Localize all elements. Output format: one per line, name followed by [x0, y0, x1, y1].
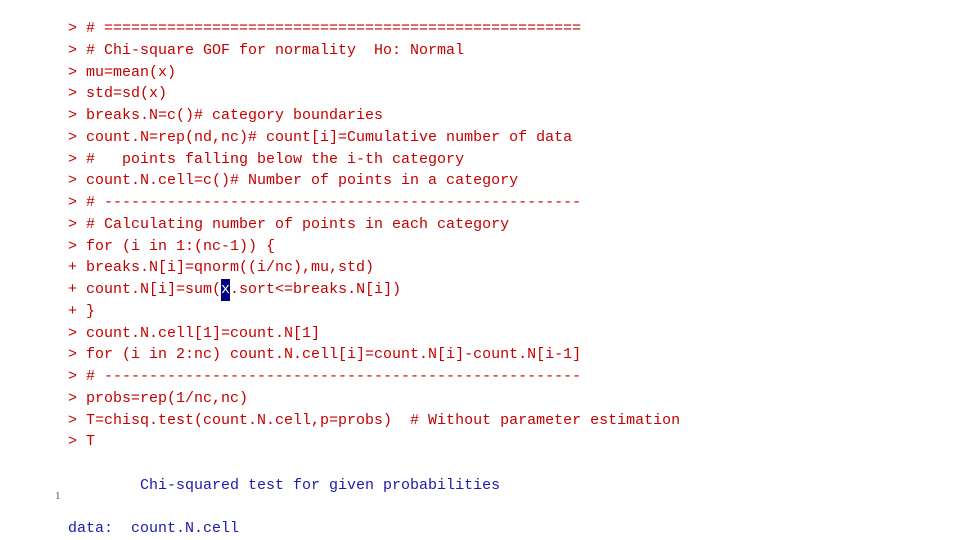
console-line: + breaks.N[i]=qnorm((i/nc),mu,std)	[68, 257, 960, 279]
console-line	[68, 453, 960, 475]
console-line: > T=chisq.test(count.N.cell,p=probs) # W…	[68, 410, 960, 432]
console-line: > breaks.N=c()# category boundaries	[68, 105, 960, 127]
console-line: > T	[68, 431, 960, 453]
console-line: + }	[68, 301, 960, 323]
console-line: + count.N[i]=sum(x.sort<=breaks.N[i])	[68, 279, 960, 301]
text-cursor: x	[221, 279, 230, 301]
console-line: > count.N=rep(nd,nc)# count[i]=Cumulativ…	[68, 127, 960, 149]
console-line: > # ====================================…	[68, 18, 960, 40]
console-line: > count.N.cell[1]=count.N[1]	[68, 323, 960, 345]
console-line: Chi-squared test for given probabilities	[68, 475, 960, 497]
console-line: > probs=rep(1/nc,nc)	[68, 388, 960, 410]
console-line: > # points falling below the i-th catego…	[68, 149, 960, 171]
console-line: > count.N.cell=c()# Number of points in …	[68, 170, 960, 192]
console-line: data: count.N.cell	[68, 518, 960, 540]
console-line	[68, 497, 960, 519]
console-line: > # Chi-square GOF for normality Ho: Nor…	[68, 40, 960, 62]
console-line: > for (i in 2:nc) count.N.cell[i]=count.…	[68, 344, 960, 366]
console-line: > # ------------------------------------…	[68, 366, 960, 388]
page-footnote: 1	[55, 490, 61, 502]
console-line: > std=sd(x)	[68, 83, 960, 105]
line-pre: + count.N[i]=sum(	[68, 281, 221, 298]
console-line: > mu=mean(x)	[68, 62, 960, 84]
r-console: > # ====================================…	[0, 0, 960, 540]
console-line: > # Calculating number of points in each…	[68, 214, 960, 236]
console-line: > # ------------------------------------…	[68, 192, 960, 214]
line-post: .sort<=breaks.N[i])	[230, 281, 401, 298]
console-line: > for (i in 1:(nc-1)) {	[68, 236, 960, 258]
